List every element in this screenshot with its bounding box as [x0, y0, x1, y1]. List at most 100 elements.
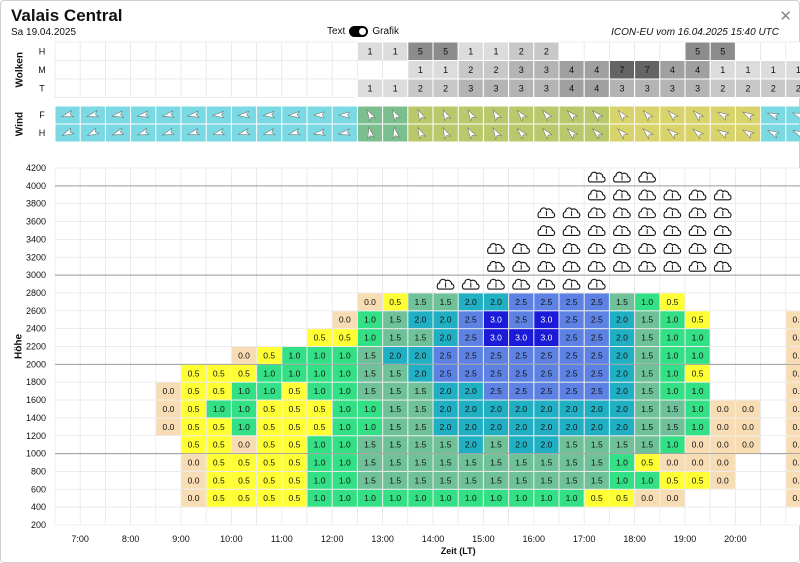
heatmap-cell: [433, 471, 458, 489]
y-axis-label: Höhe: [14, 334, 25, 359]
grid-cell: [180, 328, 207, 347]
heatmap-value: 1.5: [641, 333, 653, 343]
heatmap-cell: [509, 400, 534, 418]
grid-cell: [634, 274, 661, 294]
grid-cell: [659, 274, 686, 294]
cloud-grid-cell: [180, 78, 207, 98]
wind-arrow-shape: [692, 110, 705, 122]
heatmap-value: 1.5: [465, 475, 477, 485]
toggle-graphic-label: Grafik: [372, 26, 400, 37]
wind-arrow-icon: [391, 109, 402, 122]
heatmap-cell: [509, 471, 534, 489]
grid-cell: [155, 221, 182, 240]
heatmap-cell: [685, 347, 710, 364]
wind-arrow-shape: [742, 111, 755, 121]
grid-cell: [130, 346, 157, 365]
cloud-cover-value: 3: [468, 83, 473, 93]
heatmap-cell: [458, 454, 483, 471]
grid-cell: [256, 221, 283, 240]
heatmap-cell: [357, 293, 383, 311]
heatmap-cell: [710, 418, 735, 436]
heatmap-value: 1.5: [641, 315, 653, 325]
heatmap-value: 3.0: [490, 333, 502, 343]
grid-cell: [54, 453, 81, 472]
heatmap-value: 1.0: [616, 475, 628, 485]
heatmap-value: 0.0: [792, 475, 800, 485]
heatmap-value: 0.5: [263, 475, 275, 485]
grid-cell: [760, 256, 787, 276]
heatmap-cell: [408, 329, 433, 346]
wind-arrow-shape: [566, 128, 579, 140]
wind-arrow-icon: [312, 111, 326, 119]
grid-cell: [281, 185, 308, 205]
wind-arrow-shape: [541, 127, 553, 140]
cloud-icon: [613, 260, 631, 272]
grid-cell: [508, 185, 535, 205]
toggle-switch[interactable]: [349, 26, 369, 37]
heatmap-cell: [357, 454, 383, 471]
cloud-icon: [512, 278, 530, 290]
heatmap-value: 0.5: [213, 458, 225, 468]
heatmap-value: 2.0: [440, 333, 452, 343]
heatmap-value: 1.0: [666, 350, 678, 360]
cloud-grid-cell: [54, 41, 81, 61]
wind-arrow-icon: [211, 110, 225, 119]
heatmap-value: 0.5: [288, 422, 300, 432]
heatmap-cell: [584, 293, 609, 311]
grid-cell: [105, 328, 131, 347]
grid-cell: [331, 203, 358, 222]
view-toggle[interactable]: Text Grafik: [327, 26, 399, 37]
heatmap-value: 1.5: [515, 458, 527, 468]
cloud-icon: [638, 171, 656, 183]
heatmap-cell: [584, 329, 609, 346]
heatmap-cell: [408, 347, 433, 364]
heatmap-cell: [660, 454, 685, 471]
grid-cell: [382, 221, 409, 240]
cloud-icon: [587, 278, 606, 290]
cloud-icon: [663, 189, 682, 201]
heatmap-cell: [357, 382, 383, 400]
heatmap-cell: [509, 293, 534, 311]
heatmap-value: 0.5: [213, 368, 225, 378]
cloud-cover-value: 2: [745, 83, 750, 93]
grid-cell: [407, 274, 434, 294]
heatmap-cell: [609, 400, 635, 418]
heatmap-cell: [483, 454, 509, 471]
heatmap-value: 0.0: [692, 458, 704, 468]
grid-cell: [760, 506, 787, 526]
x-tick-label: 13:00: [371, 534, 394, 544]
wind-arrow-icon: [417, 108, 427, 122]
heatmap-value: 2.5: [566, 315, 578, 325]
grid-cell: [155, 488, 182, 508]
heatmap-value: 0.5: [288, 475, 300, 485]
heatmap-value: 1.0: [314, 440, 326, 450]
heatmap-cell: [458, 382, 483, 400]
grid-cell: [760, 328, 787, 347]
heatmap-cell: [509, 329, 534, 346]
wind-arrow-icon: [86, 110, 100, 118]
heatmap-value: 2.0: [540, 440, 552, 450]
heatmap-value: 1.5: [666, 422, 678, 432]
grid-cell: [483, 185, 509, 205]
wind-arrow-shape: [186, 128, 201, 136]
grid-cell: [205, 167, 232, 187]
grid-cell: [180, 506, 207, 526]
cloud-grid-cell: [180, 41, 207, 61]
grid-cell: [331, 221, 358, 240]
heatmap-cell: [534, 347, 559, 364]
heatmap-value: 2.0: [440, 422, 452, 432]
heatmap-cell: [635, 471, 660, 489]
grid-cell: [231, 328, 257, 347]
cloud-grid-cell: [634, 41, 661, 61]
grid-cell: [432, 221, 459, 240]
wind-arrow-icon: [136, 127, 150, 136]
heatmap-value: 2.5: [515, 297, 527, 307]
grid-cell: [205, 310, 232, 329]
grid-cell: [306, 203, 333, 222]
heatmap-value: 1.0: [263, 368, 275, 378]
grid-cell: [609, 274, 635, 294]
heatmap-value: 0.0: [742, 422, 754, 432]
heatmap-value: 2.0: [616, 368, 628, 378]
heatmap-value: 0.0: [792, 368, 800, 378]
close-icon[interactable]: ✕: [779, 8, 792, 25]
